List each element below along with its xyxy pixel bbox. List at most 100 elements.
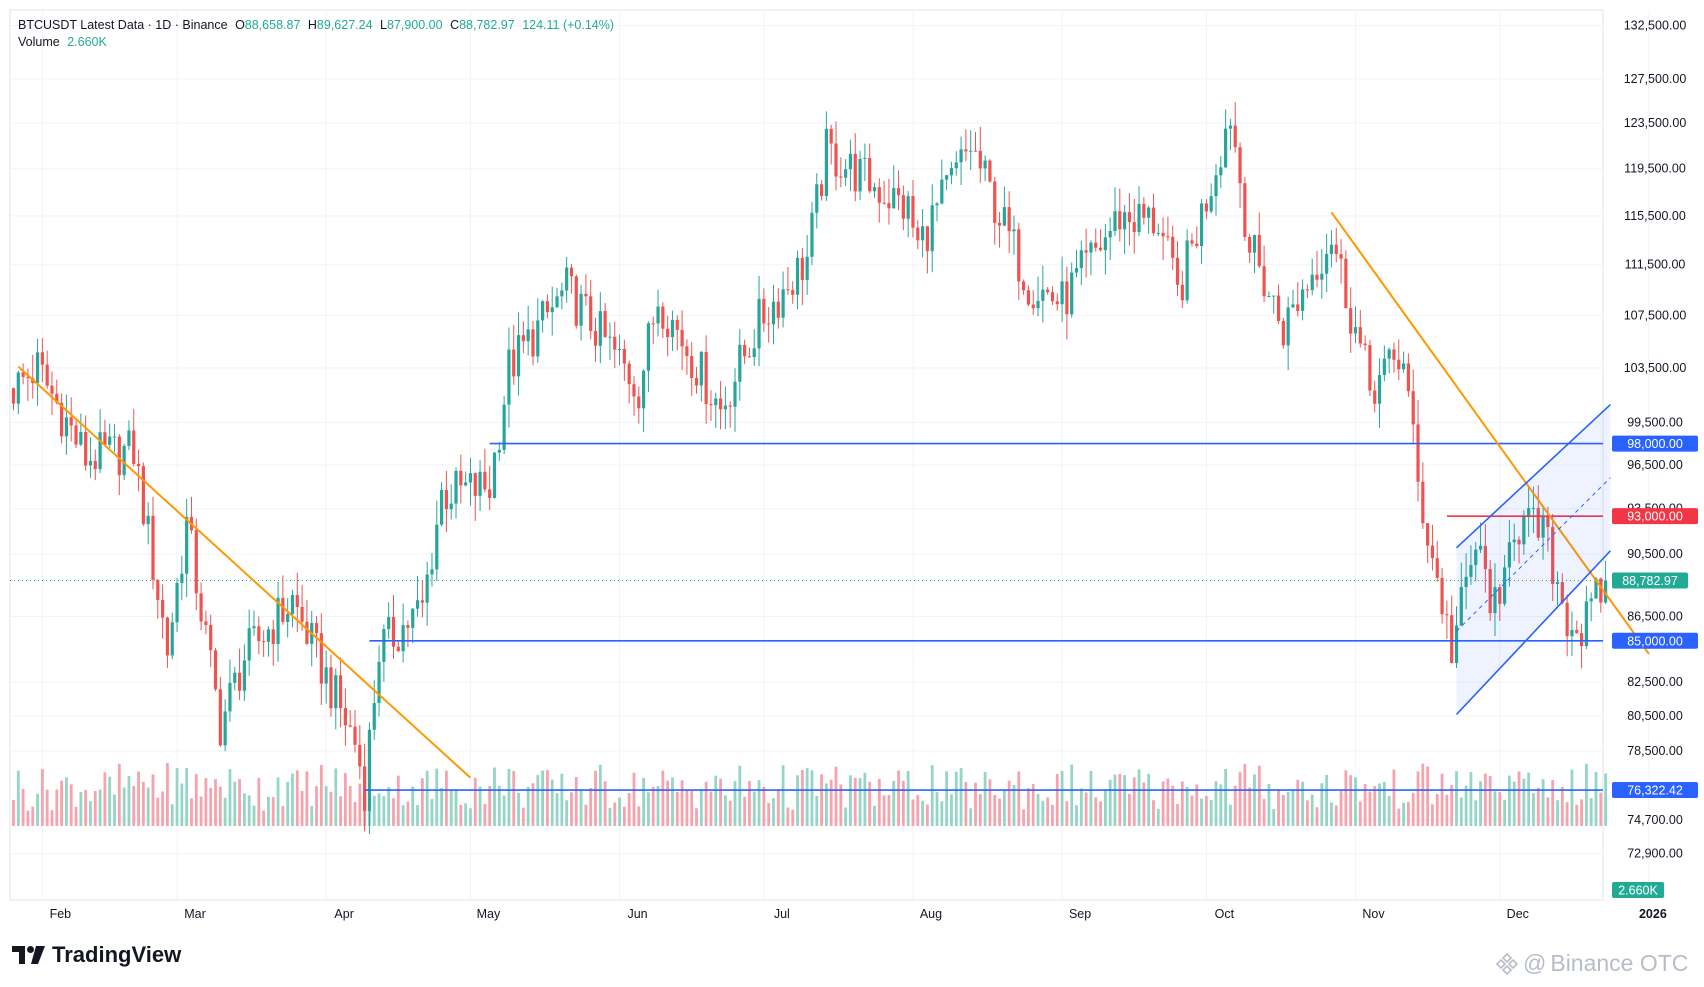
volume-bar (1508, 775, 1511, 826)
y-tick-label: 78,500.00 (1627, 744, 1683, 758)
volume-bar (1075, 805, 1078, 826)
candle-body (492, 452, 497, 498)
volume-bar (1031, 783, 1035, 826)
x-tick-label: Mar (184, 907, 206, 921)
candle-body (853, 153, 857, 192)
candle-body (738, 344, 742, 382)
volume-bar (863, 772, 867, 826)
volume-bar (757, 780, 761, 826)
volume-bar (733, 781, 737, 826)
volume-bar (541, 770, 544, 826)
volume-bar (969, 808, 973, 826)
candle-body (882, 202, 886, 204)
y-tick-label: 90,500.00 (1627, 547, 1683, 561)
chart-drawings[interactable] (10, 211, 1650, 791)
volume-bar (1445, 794, 1449, 826)
candle-body (694, 377, 699, 386)
candle-body (1248, 236, 1252, 253)
candle-body (1161, 232, 1165, 237)
volume-bar (950, 794, 953, 826)
candle-body (1435, 558, 1439, 578)
candle-body (1026, 290, 1031, 305)
volume-bar (31, 806, 35, 826)
volume-bar (868, 781, 872, 826)
volume-bar (1512, 781, 1516, 826)
volume-bar (829, 779, 833, 826)
candle-body (1565, 602, 1569, 637)
volume-bar (1469, 772, 1473, 826)
candle-body (415, 600, 420, 609)
candle-body (839, 176, 843, 178)
candle-body (1070, 272, 1074, 315)
volume-bar (1387, 796, 1391, 826)
candle-body (1493, 587, 1497, 614)
volume-bar (1431, 804, 1434, 826)
candle-body (305, 621, 309, 644)
channel-upper-line (1455, 403, 1611, 549)
volume-bar (79, 791, 83, 826)
candle-body (406, 625, 410, 628)
candle-body (1108, 231, 1112, 238)
candle-body (1507, 542, 1512, 568)
volume-bar (411, 786, 415, 826)
candle-body (411, 608, 415, 628)
volume-bar (627, 792, 631, 826)
volume-bar (127, 775, 131, 826)
candle-body (372, 703, 376, 730)
candle-body (1195, 243, 1199, 247)
volume-bar (348, 785, 352, 826)
candle-body (1252, 234, 1257, 253)
volume-bar (954, 771, 958, 826)
volume-bar (1296, 779, 1300, 826)
candle-body (925, 226, 929, 252)
x-tick-label: Feb (50, 907, 72, 921)
candle-body (290, 594, 295, 615)
last-price-tag (1612, 572, 1688, 589)
volume-bar (964, 782, 968, 826)
candle-body (1219, 167, 1223, 176)
candle-body (1536, 507, 1540, 538)
candle-body (430, 569, 434, 575)
volume-bar (1142, 782, 1146, 826)
candle-body (574, 276, 578, 326)
tradingview-logo[interactable]: TradingView (12, 942, 181, 968)
candle-body (584, 293, 588, 297)
candle-body (1373, 390, 1377, 404)
volume-bar (1305, 800, 1309, 826)
x-tick-label: Apr (334, 907, 353, 921)
volume-bar (1378, 783, 1381, 826)
volume-bar (353, 802, 357, 826)
price-level-tag (1612, 508, 1698, 525)
price-level-tag (1612, 435, 1698, 452)
volume-bar (772, 798, 775, 826)
candle-body (252, 626, 256, 629)
candle-body (565, 267, 569, 291)
volume-bar (1363, 784, 1367, 826)
candle-body (829, 128, 833, 144)
volume-bar (661, 770, 665, 826)
volume-bar (1113, 774, 1117, 826)
volume-bar (267, 796, 270, 826)
candle-body (1079, 250, 1083, 269)
volume-bar (618, 797, 621, 826)
volume-bar (257, 777, 261, 826)
candle-body (1137, 203, 1141, 232)
volume-bar (666, 780, 670, 826)
candle-body (218, 689, 222, 746)
candle-body (329, 667, 333, 709)
volume-bar (685, 789, 689, 826)
volume-bar (695, 808, 698, 826)
volume-bar (493, 767, 496, 826)
candle-body (555, 296, 559, 308)
candlesticks[interactable] (11, 102, 1608, 835)
candle-body (1430, 545, 1435, 559)
candle-body (536, 320, 540, 357)
candle-body (680, 329, 684, 347)
volume-bar (656, 786, 660, 826)
volume-bar (781, 765, 785, 826)
candle-body (1464, 576, 1468, 588)
candle-body (877, 187, 881, 203)
volume-bar (1301, 781, 1304, 826)
volume-bar (824, 783, 828, 826)
